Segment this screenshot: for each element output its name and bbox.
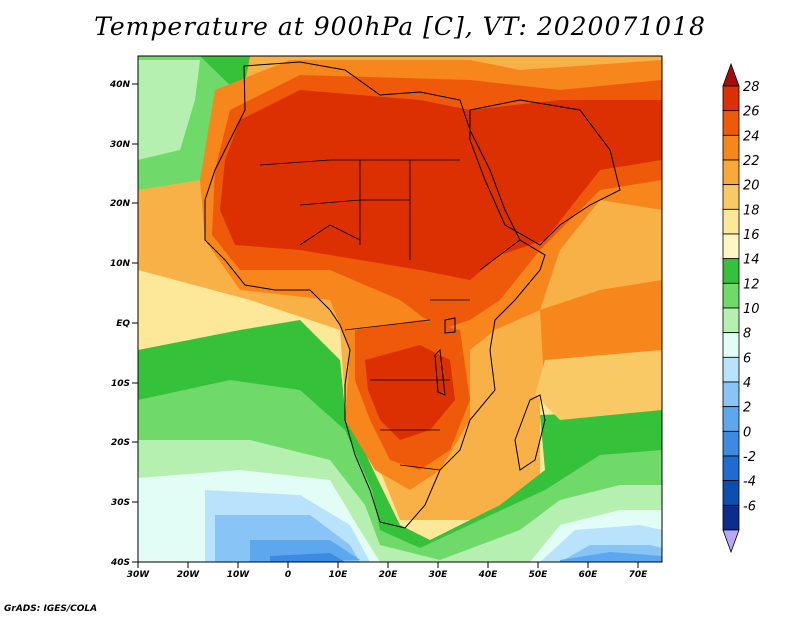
colorbar-swatch: [722, 282, 740, 309]
colorbar-swatch: [722, 233, 740, 260]
lon-label-60e: 60E: [579, 570, 599, 580]
lon-label-50e: 50E: [529, 570, 549, 580]
colorbar-swatch: [722, 332, 740, 358]
lon-axis: 30W 20W 10W 0 10E 20E 30E 40E 50E 60E 70…: [127, 562, 648, 580]
colorbar-label: 14: [743, 253, 760, 268]
lon-label-10e: 10E: [329, 570, 349, 580]
lakes: [434, 317, 456, 396]
madagascar-coastline: [514, 394, 546, 471]
colorbar-label: -2: [743, 450, 756, 465]
arabia-coastline: [469, 99, 621, 246]
map-title: Temperature at 900hPa [C], VT: 202007101…: [94, 12, 706, 41]
indian-ocean-20: [535, 350, 662, 420]
colorbar-label: 10: [743, 302, 760, 317]
colorbar-swatch: [722, 184, 740, 210]
band-2: [250, 540, 662, 562]
colorbar-label: 4: [743, 376, 751, 391]
lat-label-30s: 30S: [111, 498, 130, 508]
colorbar-label: 16: [743, 228, 760, 243]
colorbar-swatch: [722, 406, 740, 432]
colorbar-label: 8: [743, 327, 751, 342]
lat-label-30n: 30N: [110, 140, 131, 150]
colorbar-swatch: [722, 85, 740, 112]
colorbar-label: 2: [743, 401, 751, 416]
lon-label-20e: 20E: [379, 570, 399, 580]
lon-label-0: 0: [285, 570, 291, 580]
colorbar-swatch: [722, 455, 740, 482]
colorbar-top-arrow: [722, 62, 740, 87]
lon-label-10w: 10W: [227, 570, 251, 580]
africa-coastline: [204, 61, 546, 529]
lon-label-30e: 30E: [429, 570, 449, 580]
colorbar-label: -6: [743, 499, 756, 514]
colorbar-label: 6: [743, 351, 751, 366]
colorbar-label: 22: [743, 154, 760, 169]
colorbar-label: 26: [743, 105, 760, 120]
colorbar-bottom-arrow: [722, 529, 740, 554]
colorbar-label: 20: [743, 179, 760, 194]
colorbar-swatch: [722, 480, 740, 506]
lat-label-eq: EQ: [116, 319, 130, 329]
colorbar-swatch: [722, 504, 740, 531]
colorbar-swatch: [722, 258, 740, 284]
colorbar-label: 12: [743, 277, 760, 292]
colorbar-swatch: [722, 381, 740, 408]
colorbar-label: 0: [743, 425, 751, 440]
colorbar-swatch: [722, 159, 740, 186]
borders: [259, 159, 521, 471]
lat-label-20s: 20S: [111, 438, 130, 448]
colorbar-swatch: [722, 110, 740, 136]
lon-label-40e: 40E: [478, 570, 499, 580]
colorbar-label: -4: [743, 475, 756, 490]
colorbar-label: 18: [743, 203, 760, 218]
lon-label-20w: 20W: [177, 570, 201, 580]
lat-axis: 40N 30N 20N 10N EQ 10S 20S 30S 40S: [109, 80, 138, 568]
colorbar-label: 24: [743, 129, 760, 144]
south-core-26: [365, 345, 455, 440]
land-26: [220, 90, 662, 280]
lon-label-30w: 30W: [127, 570, 151, 580]
lat-label-40n: 40N: [109, 80, 131, 90]
plot-frame: [137, 55, 663, 563]
grads-credit: GrADS: IGES/COLA: [4, 604, 98, 614]
band-0: [270, 553, 345, 562]
lat-label-10n: 10N: [110, 259, 131, 269]
coastlines: [204, 61, 621, 529]
temperature-field: [138, 56, 662, 562]
colorbar-label: 28: [743, 80, 760, 95]
lat-label-40s: 40S: [110, 558, 130, 568]
colorbar-swatch: [722, 356, 740, 383]
lat-label-20n: 20N: [110, 199, 131, 209]
lon-label-70e: 70E: [629, 570, 649, 580]
lat-label-10s: 10S: [111, 379, 130, 389]
nw-atlantic-10: [138, 60, 200, 160]
colorbar-swatch: [722, 430, 740, 457]
colorbar-swatch: [722, 208, 740, 235]
colorbar-swatch: [722, 134, 740, 161]
colorbar-swatch: [722, 307, 740, 334]
